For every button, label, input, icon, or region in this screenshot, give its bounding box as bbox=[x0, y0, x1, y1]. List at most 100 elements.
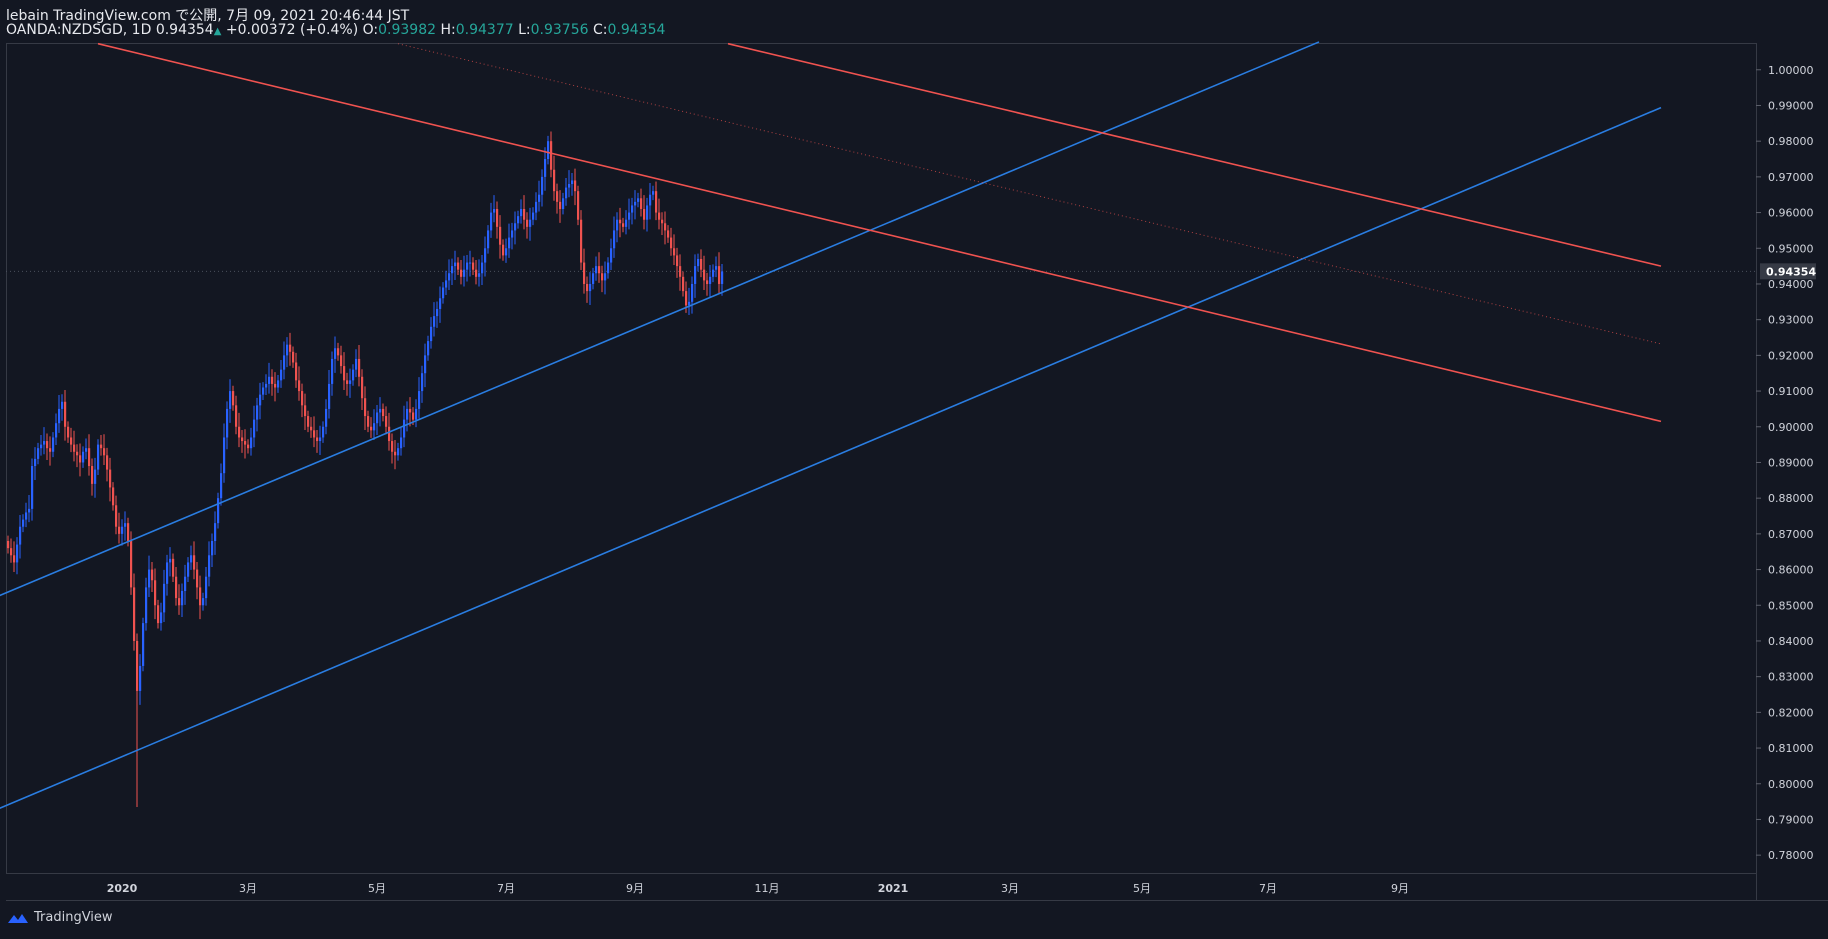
candle-body bbox=[538, 194, 541, 202]
candle-body bbox=[55, 423, 58, 438]
symbol-ohlc-legend: OANDA:NZDSGD, 1D 0.94354▲ +0.00372 (+0.4… bbox=[6, 22, 665, 38]
candle-body bbox=[370, 426, 373, 431]
candle-body bbox=[58, 408, 61, 424]
candle-body bbox=[238, 426, 241, 438]
candle-body bbox=[121, 526, 124, 534]
price-tick-label: 0.83000 bbox=[1768, 671, 1814, 684]
candle-body bbox=[307, 416, 310, 427]
candle-body bbox=[88, 448, 91, 467]
candle-body bbox=[298, 380, 301, 392]
candle-body bbox=[190, 555, 193, 563]
candle-body bbox=[523, 209, 526, 220]
candle-body bbox=[466, 262, 469, 270]
candle-body bbox=[256, 405, 259, 420]
candle-body bbox=[25, 512, 28, 520]
candle-body bbox=[169, 558, 172, 563]
red-channel-midline[interactable] bbox=[397, 43, 1662, 345]
candle-body bbox=[286, 344, 289, 356]
candle-body bbox=[133, 587, 136, 641]
candle-body bbox=[346, 380, 349, 384]
candle-body bbox=[691, 283, 694, 302]
candle-body bbox=[199, 587, 202, 606]
candle-body bbox=[391, 441, 394, 452]
candle-body bbox=[67, 426, 70, 438]
candle-body bbox=[175, 576, 178, 599]
candle-body bbox=[268, 376, 271, 384]
candle-body bbox=[217, 498, 220, 524]
price-tick-label: 0.89000 bbox=[1768, 456, 1814, 469]
candle-body bbox=[568, 184, 571, 188]
price-tick-label: 0.95000 bbox=[1768, 242, 1814, 255]
tradingview-logo-icon bbox=[8, 913, 28, 923]
candle-body bbox=[643, 209, 646, 220]
candle-body bbox=[304, 405, 307, 417]
candle-body bbox=[340, 355, 343, 367]
price-tick-label: 0.82000 bbox=[1768, 706, 1814, 719]
price-tick-label: 0.88000 bbox=[1768, 492, 1814, 505]
candle-body bbox=[535, 201, 538, 213]
price-axis[interactable]: 1.00000 0.99000 0.98000 0.97000 0.96000 0.950… bbox=[1756, 64, 1816, 862]
candle-body bbox=[163, 583, 166, 613]
candle-body bbox=[97, 444, 100, 470]
footer-brand: TradingView bbox=[34, 910, 113, 925]
open-value: 0.93982 bbox=[378, 22, 437, 38]
price-tick-label: 0.86000 bbox=[1768, 564, 1814, 577]
candle-body bbox=[706, 280, 709, 284]
candle-body bbox=[16, 544, 19, 563]
candle-body bbox=[385, 416, 388, 427]
candle-body bbox=[670, 237, 673, 249]
candle-body bbox=[289, 344, 292, 352]
candle-body bbox=[574, 180, 577, 192]
candle-body bbox=[364, 398, 367, 417]
candle-body bbox=[382, 408, 385, 417]
candle-body bbox=[388, 426, 391, 442]
candle-body bbox=[301, 391, 304, 406]
candle-body bbox=[559, 201, 562, 209]
candle-body bbox=[103, 448, 106, 456]
candle-body bbox=[181, 590, 184, 606]
candle-body bbox=[622, 223, 625, 227]
candle-body bbox=[235, 405, 238, 427]
tradingview-branding[interactable]: TradingView bbox=[6, 910, 113, 925]
close-label: C: bbox=[592, 22, 608, 38]
candle-body bbox=[616, 219, 619, 231]
price-tick-label: 0.78000 bbox=[1768, 849, 1814, 862]
last-price-badge bbox=[1760, 263, 1816, 280]
candle-body bbox=[85, 448, 88, 452]
candle-body bbox=[61, 401, 64, 409]
candle-body bbox=[46, 441, 49, 449]
blue-channel-line[interactable] bbox=[0, 106, 1662, 810]
candle-body bbox=[106, 455, 109, 470]
candle-body bbox=[421, 373, 424, 392]
candle-body bbox=[595, 266, 598, 274]
open-label: O: bbox=[362, 22, 379, 38]
candle-body bbox=[31, 466, 34, 509]
candle-body bbox=[379, 408, 382, 413]
candle-body bbox=[325, 408, 328, 427]
red-channel-line[interactable] bbox=[727, 42, 1662, 267]
candle-body bbox=[709, 276, 712, 284]
candle-body bbox=[571, 180, 574, 185]
candle-body bbox=[475, 269, 478, 277]
time-axis[interactable]: 2020 3月 5月 7月 9月 11月 2021 3月 5月 7月 9月 bbox=[107, 882, 1409, 895]
blue-channel-line[interactable] bbox=[0, 41, 1320, 597]
change-value: +0.00372 (+0.4%) bbox=[225, 22, 359, 38]
candle-body bbox=[247, 444, 250, 449]
candle-body bbox=[583, 262, 586, 284]
candle-body bbox=[274, 383, 277, 388]
candle-body bbox=[637, 198, 640, 202]
candle-body bbox=[37, 448, 40, 459]
price-tick-label: 0.96000 bbox=[1768, 207, 1814, 220]
candle-body bbox=[457, 262, 460, 270]
candle-body bbox=[202, 598, 205, 606]
symbol-label[interactable]: OANDA:NZDSGD, 1D bbox=[6, 22, 152, 38]
red-channel-line[interactable] bbox=[97, 42, 1662, 423]
candle-body bbox=[520, 209, 523, 217]
candle-body bbox=[19, 526, 22, 545]
candle-body bbox=[406, 408, 409, 420]
candle-body bbox=[130, 541, 133, 588]
candle-body bbox=[694, 266, 697, 284]
candle-body bbox=[532, 212, 535, 220]
candle-body bbox=[337, 348, 340, 356]
